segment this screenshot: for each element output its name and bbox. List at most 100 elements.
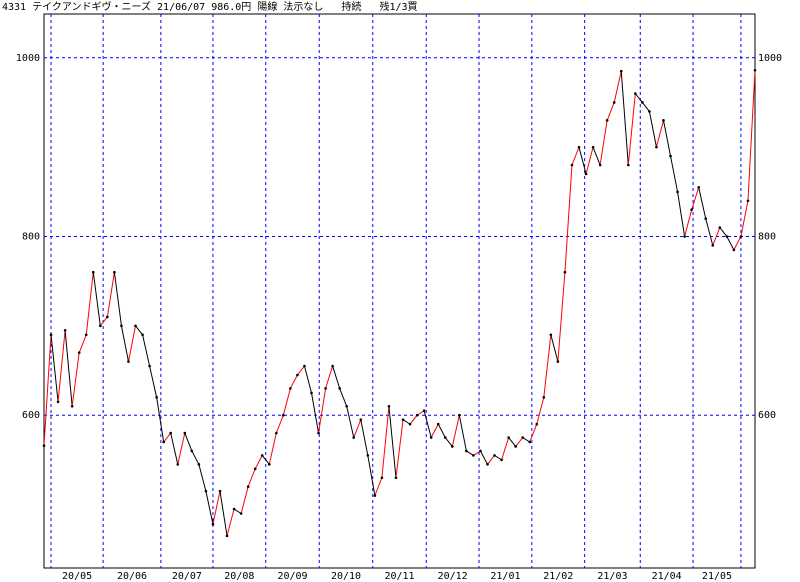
line-segment	[156, 397, 165, 443]
data-point	[77, 351, 81, 354]
data-point	[521, 436, 524, 439]
data-point	[380, 476, 384, 480]
data-point	[591, 145, 595, 149]
line-segment	[564, 164, 573, 273]
y-tick-label: 800	[22, 231, 40, 242]
data-point	[352, 436, 356, 439]
data-point	[619, 69, 623, 73]
line-segment	[212, 491, 221, 525]
data-point	[655, 145, 658, 149]
line-segment	[733, 236, 742, 251]
line-segment	[543, 334, 552, 398]
data-point	[563, 270, 567, 274]
data-point	[49, 333, 53, 337]
data-point	[542, 396, 546, 399]
data-point	[106, 315, 109, 319]
line-segment	[163, 432, 172, 443]
line-segment	[487, 455, 495, 465]
data-point	[443, 436, 447, 439]
line-segment	[64, 330, 73, 407]
line-segment	[57, 330, 66, 402]
line-segment	[726, 236, 735, 251]
line-segment	[346, 406, 355, 438]
line-segment	[606, 102, 615, 121]
data-point	[422, 409, 426, 413]
data-point	[253, 467, 257, 471]
data-point	[176, 463, 180, 466]
line-segment	[43, 334, 52, 446]
data-point	[211, 522, 215, 526]
data-point	[331, 364, 334, 368]
data-point	[42, 444, 46, 447]
data-point	[246, 485, 250, 488]
line-segment	[240, 486, 249, 514]
data-point	[514, 445, 517, 448]
line-segment	[388, 406, 397, 478]
data-point	[63, 329, 67, 332]
data-point	[169, 431, 173, 435]
line-segment	[712, 227, 721, 246]
x-tick-label: 20/08	[224, 571, 254, 582]
line-segment	[177, 432, 186, 465]
data-point	[232, 507, 236, 511]
y2-tick-label: 800	[758, 231, 776, 242]
line-segment	[494, 454, 502, 461]
line-segment	[191, 450, 200, 465]
line-segment	[705, 218, 714, 246]
line-segment	[325, 365, 334, 389]
line-segment	[451, 415, 460, 447]
data-point	[697, 186, 700, 189]
data-point	[99, 324, 102, 328]
data-point	[239, 512, 243, 515]
line-segment	[473, 450, 481, 456]
line-segment	[747, 70, 756, 201]
data-point	[690, 208, 693, 211]
line-segment	[282, 388, 291, 416]
line-segment	[127, 325, 137, 362]
line-segment	[613, 71, 622, 103]
plot-frame	[43, 13, 756, 569]
data-point	[704, 217, 708, 220]
line-segment	[585, 147, 594, 175]
data-point	[190, 449, 194, 453]
data-point	[310, 391, 313, 395]
data-point	[584, 172, 588, 176]
data-point	[493, 454, 496, 457]
x-tick-label: 20/12	[438, 571, 468, 582]
line-segment	[297, 365, 305, 376]
data-point	[683, 235, 686, 238]
data-point	[91, 270, 95, 274]
line-segment	[627, 93, 636, 166]
data-point	[662, 119, 665, 122]
data-point	[345, 404, 349, 408]
line-segment	[268, 432, 277, 465]
data-point	[324, 387, 327, 390]
data-point	[465, 449, 468, 453]
data-point	[84, 333, 88, 337]
x-tick-label: 21/01	[490, 571, 520, 582]
line-segment	[423, 410, 432, 438]
data-point	[267, 463, 271, 466]
line-segment	[226, 508, 235, 536]
x-tick-label: 21/02	[543, 571, 573, 582]
data-point	[70, 404, 74, 408]
data-point	[598, 163, 602, 167]
data-point	[732, 248, 736, 252]
line-segment	[205, 491, 214, 525]
line-segment	[501, 437, 510, 461]
data-point	[148, 364, 151, 368]
data-point	[218, 489, 222, 493]
data-point	[317, 431, 320, 435]
data-point	[479, 449, 482, 453]
data-point	[739, 235, 743, 238]
data-point	[56, 400, 60, 404]
data-point	[577, 145, 581, 149]
x-tick-label: 20/07	[172, 571, 202, 582]
data-point	[415, 413, 419, 417]
data-point	[450, 445, 454, 448]
x-tick-label: 20/10	[331, 571, 361, 582]
line-segment	[571, 146, 580, 166]
line-segment	[254, 455, 263, 470]
data-point	[183, 431, 187, 435]
